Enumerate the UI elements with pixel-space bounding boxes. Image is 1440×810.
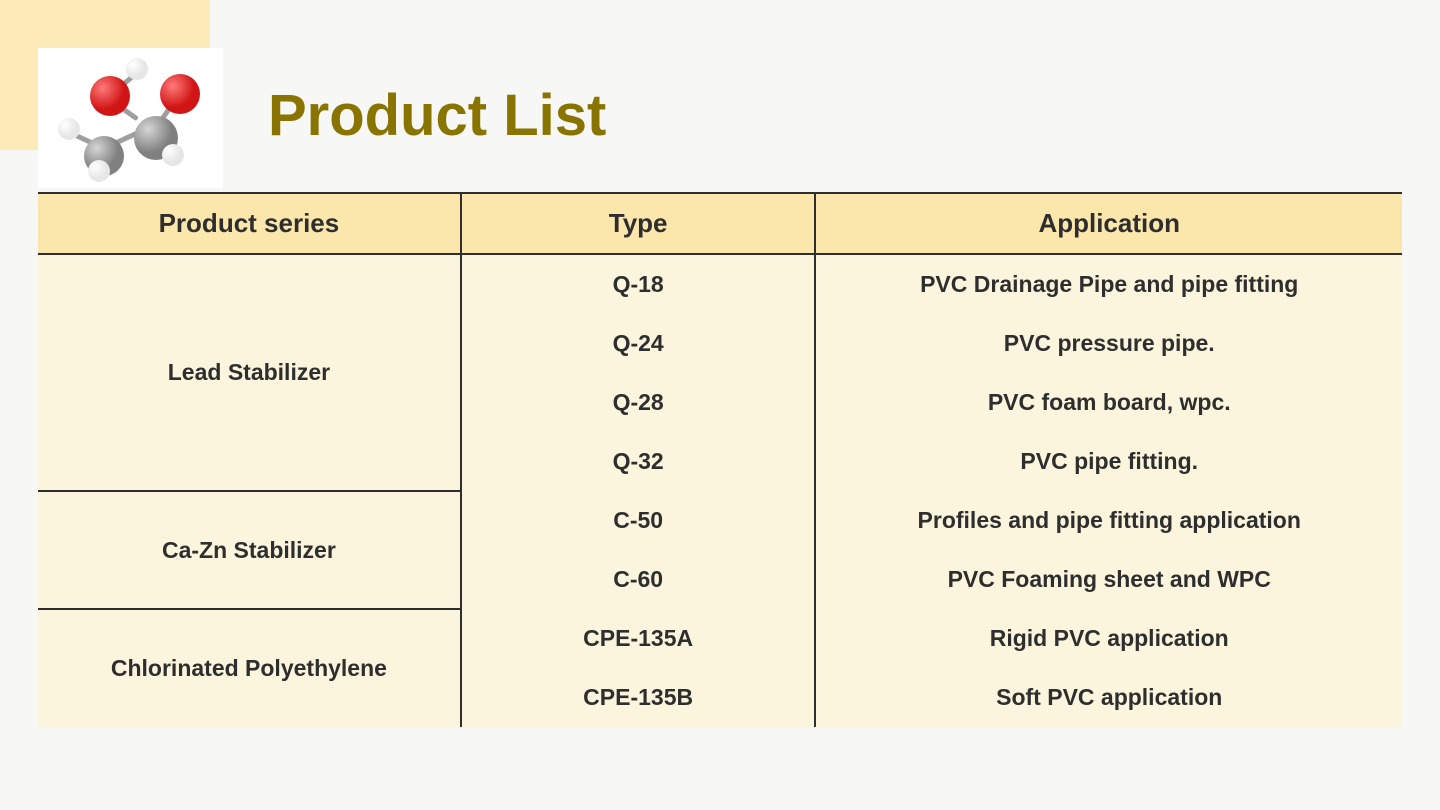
application-cell: PVC pressure pipe. — [815, 314, 1402, 373]
col-header-series: Product series — [38, 193, 461, 254]
molecule-icon — [56, 58, 206, 178]
type-cell: C-50 — [461, 491, 816, 550]
series-cell: Chlorinated Polyethylene — [38, 609, 461, 727]
atom — [88, 160, 110, 182]
type-cell: Q-24 — [461, 314, 816, 373]
col-header-type: Type — [461, 193, 816, 254]
application-cell: PVC Drainage Pipe and pipe fitting — [815, 254, 1402, 314]
type-cell: Q-28 — [461, 373, 816, 432]
series-cell: Lead Stabilizer — [38, 254, 461, 491]
product-table-wrap: Product series Type Application Lead Sta… — [38, 192, 1402, 727]
atom — [90, 76, 130, 116]
atom — [160, 74, 200, 114]
application-cell: Soft PVC application — [815, 668, 1402, 727]
table-row: Chlorinated PolyethyleneCPE-135ARigid PV… — [38, 609, 1402, 668]
type-cell: Q-32 — [461, 432, 816, 491]
atom — [58, 118, 80, 140]
product-table: Product series Type Application Lead Sta… — [38, 192, 1402, 727]
application-cell: PVC Foaming sheet and WPC — [815, 550, 1402, 609]
application-cell: PVC foam board, wpc. — [815, 373, 1402, 432]
table-header-row: Product series Type Application — [38, 193, 1402, 254]
table-row: Ca-Zn StabilizerC-50Profiles and pipe fi… — [38, 491, 1402, 550]
atom — [162, 144, 184, 166]
type-cell: CPE-135A — [461, 609, 816, 668]
application-cell: Profiles and pipe fitting application — [815, 491, 1402, 550]
series-cell: Ca-Zn Stabilizer — [38, 491, 461, 609]
logo-box — [38, 48, 223, 188]
application-cell: Rigid PVC application — [815, 609, 1402, 668]
page-title: Product List — [268, 82, 606, 149]
type-cell: C-60 — [461, 550, 816, 609]
atom — [126, 58, 148, 80]
application-cell: PVC pipe fitting. — [815, 432, 1402, 491]
type-cell: CPE-135B — [461, 668, 816, 727]
type-cell: Q-18 — [461, 254, 816, 314]
table-row: Lead StabilizerQ-18PVC Drainage Pipe and… — [38, 254, 1402, 314]
col-header-application: Application — [815, 193, 1402, 254]
